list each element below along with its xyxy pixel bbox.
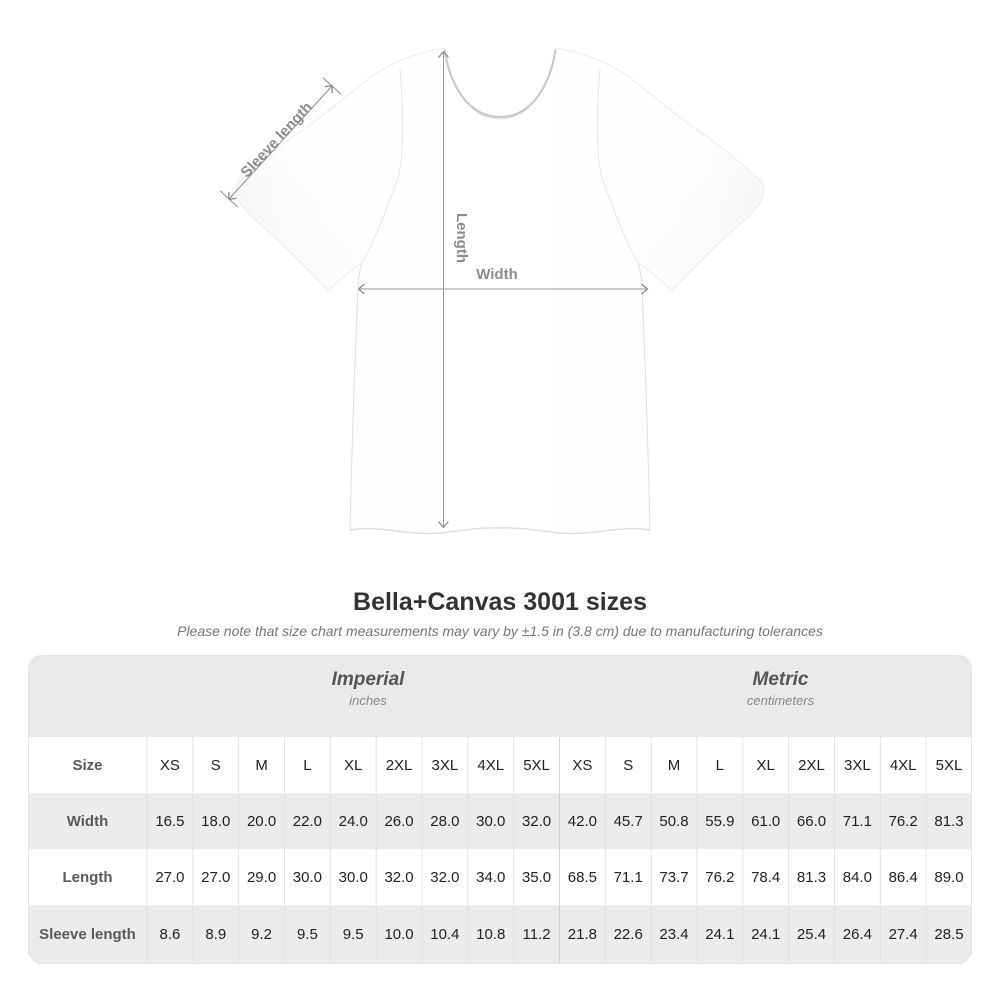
svg-text:Sleeve length: Sleeve length [238, 99, 316, 181]
svg-text:Length: Length [453, 213, 470, 263]
svg-text:Width: Width [476, 266, 518, 283]
